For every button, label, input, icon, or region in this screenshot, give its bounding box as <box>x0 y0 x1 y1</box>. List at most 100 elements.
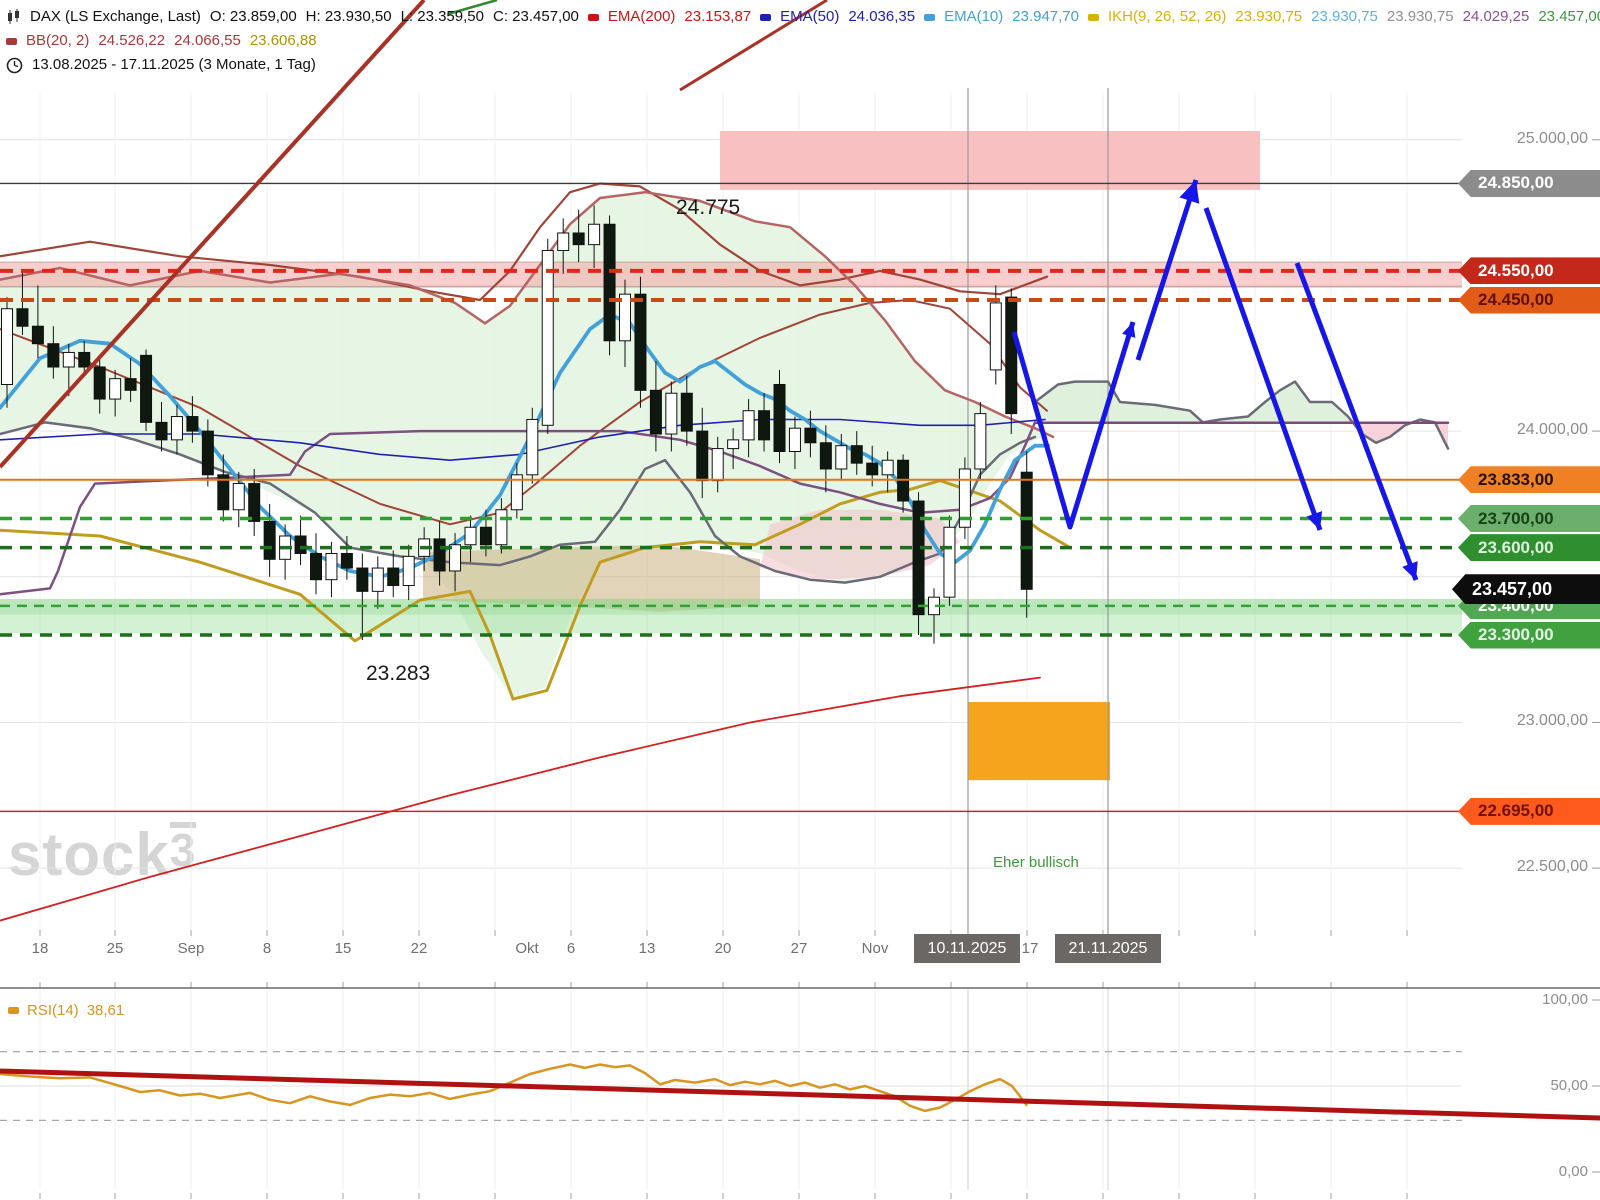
legend-text: 23.947,70 <box>1012 8 1079 25</box>
price-annotation: 24.775 <box>676 196 741 219</box>
candle-bullish <box>541 249 554 426</box>
price-level-badge-22.695,00[interactable]: 22.695,00 <box>1458 797 1600 825</box>
rsi-axis-label: 100,00 <box>1542 991 1588 1008</box>
candlestick-icon <box>8 9 19 24</box>
legend-chip <box>6 37 17 45</box>
legend-chip <box>1088 13 1099 21</box>
x-axis-label: Nov <box>861 940 889 957</box>
kijun-line <box>0 421 1037 596</box>
date-range-label: 13.08.2025 - 17.11.2025 (3 Monate, 1 Tag… <box>32 56 316 73</box>
legend-text: C: 23.457,00 <box>492 8 579 25</box>
candle-bullish <box>727 439 740 450</box>
future-kumo-green <box>1035 381 1352 423</box>
candle-bearish <box>248 483 261 522</box>
candle-bearish <box>310 552 322 581</box>
candle-bullish <box>1 308 13 385</box>
candle-bullish <box>232 483 245 511</box>
clock-icon <box>6 57 23 73</box>
legend-chip <box>587 13 599 21</box>
uptrend-line-upper <box>679 0 828 92</box>
x-axis-label: 25 <box>106 940 124 957</box>
price-level-badge-23.833,00[interactable]: 23.833,00 <box>1458 466 1600 494</box>
candle-bearish <box>634 293 647 391</box>
candle-bullish <box>170 416 183 441</box>
candle-bearish <box>263 520 276 560</box>
price-level-badge-24.550,00[interactable]: 24.550,00 <box>1458 257 1600 285</box>
candle-bullish <box>109 378 122 400</box>
candle-bearish <box>572 232 585 246</box>
green-trend-stub <box>447 0 498 16</box>
price-level-badge-24.850,00[interactable]: 24.850,00 <box>1458 169 1600 197</box>
resistance-target-box[interactable] <box>720 131 1260 190</box>
legend-text: H: 23.930,50 <box>305 8 392 25</box>
rsi-trendline[interactable] <box>0 1068 1600 1121</box>
candle-bearish <box>155 421 168 441</box>
legend-text: 23.457,00 <box>1538 8 1600 25</box>
arrow-head <box>1306 511 1323 530</box>
candle-bearish <box>47 343 60 368</box>
legend-text: BB(20, 2) <box>26 32 90 49</box>
uptrend-line <box>0 0 426 469</box>
price-level-badge-24.450,00[interactable]: 24.450,00 <box>1458 286 1600 314</box>
date-marker-badge: 21.11.2025 <box>1055 934 1161 963</box>
x-axis-label: 17 <box>1021 940 1039 957</box>
forecast-arrows[interactable] <box>1011 179 1419 581</box>
rsi-panel <box>0 987 1600 1122</box>
candle-bearish <box>186 416 199 432</box>
candle-bullish <box>402 555 415 587</box>
vertical-marker-lines <box>967 88 1109 1190</box>
candle-bearish <box>387 567 400 587</box>
kumo-pink-patch <box>760 509 960 580</box>
rsi-legend: RSI(14) 38,61 <box>8 1002 124 1019</box>
legend-text: 23.930,75 <box>1235 8 1303 25</box>
candle-bearish <box>433 538 446 572</box>
header-line-range: 13.08.2025 - 17.11.2025 (3 Monate, 1 Tag… <box>6 54 1600 76</box>
legend-chip <box>8 1007 19 1014</box>
price-levels[interactable] <box>0 182 1462 813</box>
senkou-a-line <box>0 190 1055 439</box>
legend-text: 23.930,75 <box>1311 8 1378 25</box>
candle-bearish <box>140 354 153 423</box>
candle-bearish <box>31 325 44 345</box>
candle-bullish <box>464 526 477 546</box>
candle-bearish <box>773 383 786 453</box>
y-axis-tick-label: 24.000,00 <box>1516 421 1588 439</box>
arrow-head <box>1402 561 1418 580</box>
candle-bullish <box>665 392 678 435</box>
candle-bullish <box>371 567 384 592</box>
chart-header: DAX (LS Exchange, Last) O: 23.859,00 H: 23… <box>6 6 1600 78</box>
candle-bearish <box>603 223 616 342</box>
candle-bullish <box>510 474 523 511</box>
candle-bearish <box>124 378 137 391</box>
legend-text: 23.930,75 <box>1386 8 1454 25</box>
candle-bullish <box>974 413 987 470</box>
trendlines[interactable] <box>0 0 828 469</box>
candle-bullish <box>557 232 570 251</box>
candle-bullish <box>325 552 338 581</box>
price-level-badge-23.700,00[interactable]: 23.700,00 <box>1458 505 1600 532</box>
x-axis-label: 6 <box>566 940 576 957</box>
candle-bullish <box>588 223 601 246</box>
ema200-line <box>0 676 1041 922</box>
candle-bearish <box>201 430 214 476</box>
candle-bullish <box>881 459 894 476</box>
legend-text: O: 23.859,00 <box>209 8 297 25</box>
date-marker-badge: 10.11.2025 <box>914 934 1020 963</box>
candle-bearish <box>912 500 925 616</box>
candle-bearish <box>78 351 91 368</box>
scenario-box-orange[interactable] <box>968 702 1110 781</box>
candle-bearish <box>819 442 832 470</box>
candle-bearish <box>217 474 230 511</box>
candle-bearish <box>93 366 106 400</box>
price-level-badge-23.600,00[interactable]: 23.600,00 <box>1458 534 1600 562</box>
y-axis-tick-label: 23.000,00 <box>1516 712 1588 730</box>
rsi-value: 38,61 <box>86 1002 125 1019</box>
candle-bullish <box>742 410 755 441</box>
legend-text: 24.036,35 <box>848 8 916 25</box>
candle-bullish <box>619 293 631 342</box>
rsi-axis-label: 0,00 <box>1558 1163 1588 1180</box>
price-level-badge-23.300,00[interactable]: 23.300,00 <box>1458 621 1600 649</box>
candle-bullish <box>835 445 848 470</box>
